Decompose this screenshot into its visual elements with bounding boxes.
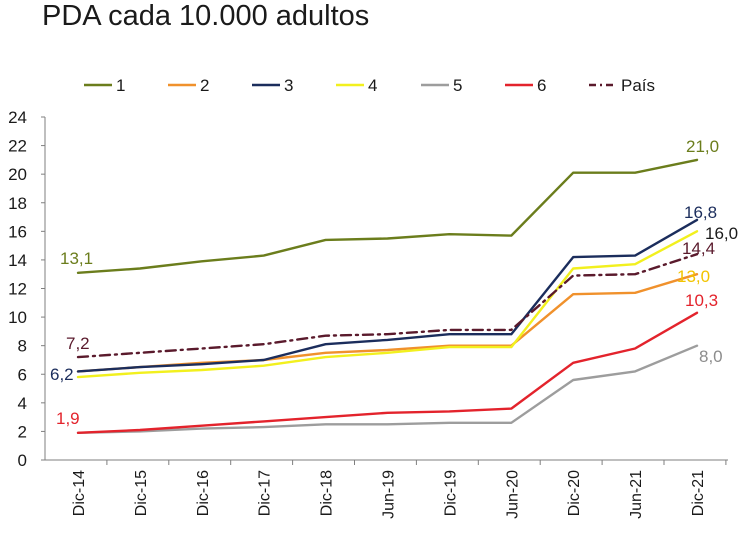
- y-tick-label: 24: [8, 108, 27, 127]
- series-line-5: [76, 344, 699, 434]
- series-line-6: [76, 311, 699, 434]
- data-label-first-7: 7,2: [66, 334, 90, 353]
- y-tick-label: 2: [18, 422, 27, 441]
- y-tick-label: 0: [18, 451, 27, 470]
- x-tick-label: Dic-20: [566, 470, 583, 516]
- legend-label-1: 1: [116, 76, 125, 95]
- y-tick-label: 18: [8, 194, 27, 213]
- legend-label-2: 2: [200, 76, 209, 95]
- data-label-first-6: 1,9: [56, 409, 80, 428]
- y-tick-label: 14: [8, 251, 27, 270]
- x-tick-label: Dic-19: [442, 470, 459, 516]
- data-label-last-6: 10,3: [685, 291, 718, 310]
- data-label-first-1: 13,1: [60, 249, 93, 268]
- x-tick-label: Dic-21: [690, 470, 707, 516]
- x-tick-label: Dic-17: [257, 470, 274, 516]
- series-line-4: [76, 230, 699, 379]
- series-line-7: [76, 252, 699, 359]
- data-label-first-3: 6,2: [50, 365, 74, 384]
- chart-title: PDA cada 10.000 adultos: [42, 0, 370, 32]
- data-label-last-7: 14,4: [682, 239, 715, 258]
- y-tick-label: 8: [18, 337, 27, 356]
- legend-label-3: 3: [284, 76, 293, 95]
- x-tick-label: Dic-15: [133, 470, 150, 516]
- y-tick-label: 16: [8, 222, 27, 241]
- legend-label-4: 4: [368, 76, 377, 95]
- data-label-last-2: 13,0: [677, 267, 710, 286]
- data-label-last-5: 8,0: [699, 347, 723, 366]
- series-line-3: [76, 218, 699, 373]
- legend-label-6: 6: [537, 76, 546, 95]
- x-tick-label: Jun-20: [504, 470, 521, 519]
- y-tick-label: 12: [8, 280, 27, 299]
- x-tick-label: Dic-14: [71, 470, 88, 516]
- data-label-last-1: 21,0: [686, 137, 719, 156]
- y-tick-label: 4: [18, 394, 27, 413]
- y-tick-label: 10: [8, 308, 27, 327]
- y-tick-label: 20: [8, 165, 27, 184]
- data-label-last-3: 16,8: [684, 203, 717, 222]
- legend-label-5: 5: [453, 76, 462, 95]
- x-tick-label: Dic-16: [195, 470, 212, 516]
- series-line-1: [76, 158, 699, 274]
- x-tick-label: Jun-21: [628, 470, 645, 519]
- x-tick-label: Jun-19: [381, 470, 398, 519]
- y-tick-label: 22: [8, 137, 27, 156]
- x-tick-label: Dic-18: [319, 470, 336, 516]
- y-tick-label: 6: [18, 365, 27, 384]
- legend-label-7: País: [621, 76, 655, 95]
- data-label-last-4: 16,0: [705, 224, 738, 243]
